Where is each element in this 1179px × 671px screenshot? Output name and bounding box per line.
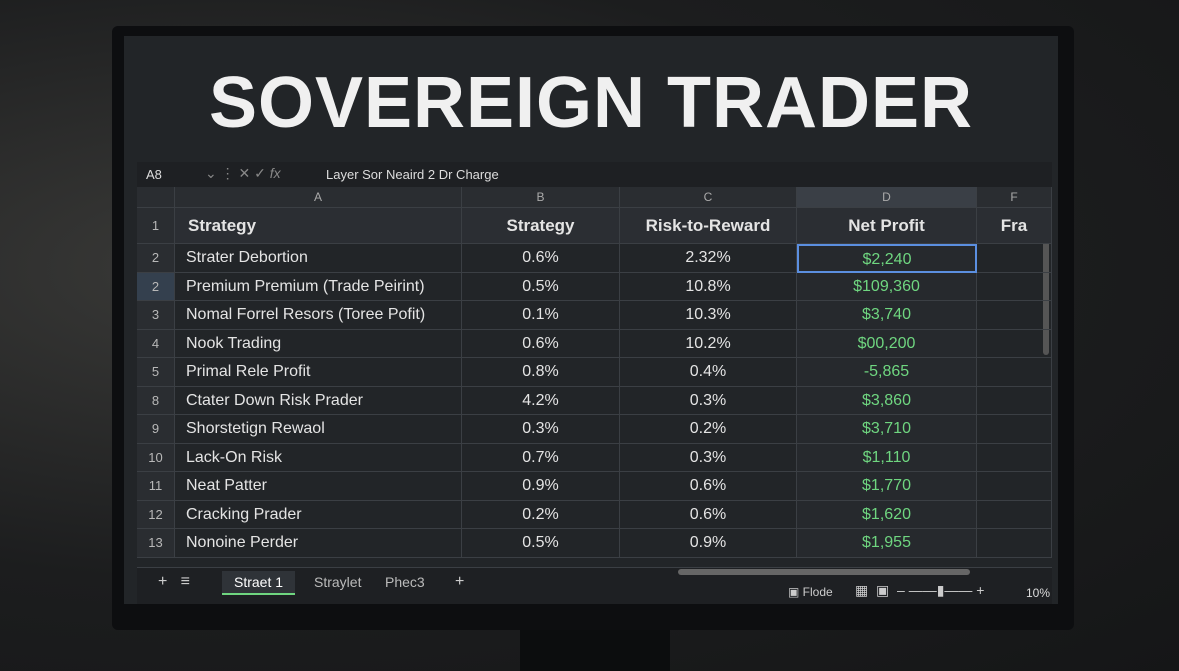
data-cell[interactable]: $109,360 [797,272,977,301]
new-tab-button[interactable]: + [455,573,465,590]
row-number: 1 [137,208,175,244]
header-cell[interactable]: Strategy [462,208,620,244]
empty-cell [977,272,1052,301]
row-number: 3 [137,301,175,330]
column-letter[interactable]: F [977,187,1052,208]
data-cell[interactable]: 0.1% [462,301,620,330]
row-number: 8 [137,386,175,415]
column-letter[interactable]: A [175,187,462,208]
data-cell[interactable]: 0.6% [620,472,797,501]
cell-ref[interactable]: A8 [146,167,162,182]
sheet-tab[interactable]: Straet 1 [222,571,296,595]
empty-cell [977,500,1052,529]
title: SOVEREIGN TRADER [208,63,974,143]
row-number: 11 [137,472,175,501]
corner [137,187,175,208]
scrollbar[interactable] [678,569,970,575]
data-cell[interactable]: 0.4% [620,358,797,387]
v-scrollbar[interactable] [1043,215,1049,355]
formula-bar [137,162,1052,188]
empty-cell [977,443,1052,472]
data-cell[interactable]: Primal Rele Profit [175,358,462,387]
header-cell[interactable]: Risk-to-Reward [620,208,797,244]
header-cell[interactable]: Fra [977,208,1052,244]
data-cell[interactable]: 10.8% [620,272,797,301]
empty-cell [977,386,1052,415]
view-mode[interactable]: ▣ Flode [788,585,833,599]
data-cell[interactable]: $3,740 [797,301,977,330]
column-letter[interactable]: D [797,187,977,208]
add-sheet-button[interactable]: + ≡ [158,573,191,590]
data-cell[interactable]: 0.6% [462,329,620,358]
empty-cell [977,415,1052,444]
monitor-stand [520,630,670,671]
empty-cell [977,244,1052,273]
sheet-tab[interactable]: Straylet [314,574,362,590]
empty-cell [977,472,1052,501]
data-cell[interactable]: $3,860 [797,386,977,415]
formula-text[interactable]: Layer Sor Neaird 2 Dr Charge [326,167,499,182]
data-cell[interactable]: 0.8% [462,358,620,387]
data-cell[interactable]: -5,865 [797,358,977,387]
view-label: Flode [802,585,833,599]
data-cell[interactable]: 0.5% [462,272,620,301]
row-number: 12 [137,500,175,529]
data-cell[interactable]: 0.6% [620,500,797,529]
data-cell[interactable]: $00,200 [797,329,977,358]
data-cell[interactable]: $2,240 [797,244,977,273]
empty-cell [977,529,1052,558]
data-cell[interactable]: $1,110 [797,443,977,472]
column-letter[interactable]: C [620,187,797,208]
data-cell[interactable]: 10.2% [620,329,797,358]
data-cell[interactable]: 0.2% [462,500,620,529]
row-number: 10 [137,443,175,472]
data-cell[interactable]: Premium Premium (Trade Peirint) [175,272,462,301]
data-cell[interactable]: Nonoine Perder [175,529,462,558]
empty-cell [977,301,1052,330]
data-cell[interactable]: $1,770 [797,472,977,501]
data-cell[interactable]: 0.3% [462,415,620,444]
data-cell[interactable]: 0.6% [462,244,620,273]
data-cell[interactable]: 4.2% [462,386,620,415]
header-cell[interactable]: Strategy [175,208,462,244]
data-cell[interactable]: Neat Patter [175,472,462,501]
header-cell[interactable]: Net Profit [797,208,977,244]
row-number: 4 [137,329,175,358]
row-number: 13 [137,529,175,558]
row-number: 9 [137,415,175,444]
row-number: 2 [137,244,175,273]
row-number: 2 [137,272,175,301]
empty-cell [977,358,1052,387]
data-cell[interactable]: 2.32% [620,244,797,273]
data-cell[interactable]: Nook Trading [175,329,462,358]
data-cell[interactable]: Strater Debortion [175,244,462,273]
data-cell[interactable]: 0.2% [620,415,797,444]
data-cell[interactable]: Nomal Forrel Resors (Toree Pofit) [175,301,462,330]
row-number: 5 [137,358,175,387]
formula-icons: ⌄ ⋮ ✕ ✓ fx [205,165,281,181]
sheet-tab[interactable]: Phec3 [385,574,425,590]
zoom-controls[interactable]: ▦ ▣ – ——▮—— + [855,582,985,598]
data-cell[interactable]: $1,620 [797,500,977,529]
data-cell[interactable]: 0.3% [620,443,797,472]
data-cell[interactable]: $3,710 [797,415,977,444]
data-cell[interactable]: 0.9% [620,529,797,558]
data-cell[interactable]: Lack-On Risk [175,443,462,472]
data-cell[interactable]: Shorstetign Rewaol [175,415,462,444]
data-cell[interactable]: 10.3% [620,301,797,330]
empty-cell [977,329,1052,358]
data-cell[interactable]: 0.5% [462,529,620,558]
data-cell[interactable]: 0.7% [462,443,620,472]
column-letter[interactable]: B [462,187,620,208]
data-cell[interactable]: Ctater Down Risk Prader [175,386,462,415]
data-cell[interactable]: $1,955 [797,529,977,558]
data-cell[interactable]: 0.9% [462,472,620,501]
data-cell[interactable]: 0.3% [620,386,797,415]
data-cell[interactable]: Cracking Prader [175,500,462,529]
zoom-level: 10% [1026,586,1051,600]
